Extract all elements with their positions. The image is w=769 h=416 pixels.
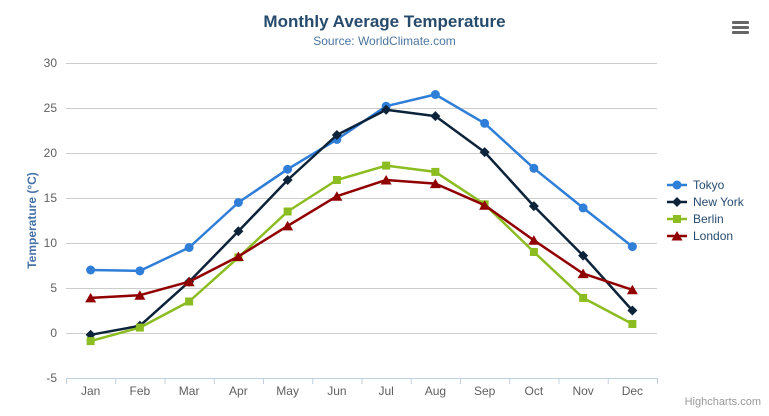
series-london-markers[interactable]	[85, 175, 638, 303]
chart-title: Monthly Average Temperature	[263, 12, 506, 31]
y-axis-labels: -5 0 5 10 15 20 25 30	[44, 56, 58, 385]
legend-item-label: London	[693, 229, 734, 243]
series-tokyo-markers[interactable]	[86, 90, 637, 276]
legend-item-berlin[interactable]: Berlin	[666, 211, 744, 227]
legend-item-label: Tokyo	[693, 178, 725, 192]
tokyo-marker-icon	[667, 180, 687, 190]
london-marker-icon	[667, 231, 687, 241]
svg-text:Jun: Jun	[327, 384, 346, 398]
legend-item-label: Berlin	[693, 212, 724, 226]
grid-lines	[66, 63, 657, 379]
svg-text:15: 15	[44, 191, 58, 205]
svg-text:0: 0	[50, 326, 57, 340]
legend-item-label: New York	[693, 195, 744, 209]
legend: Tokyo New York Berlin London	[666, 177, 744, 245]
x-axis-labels: Jan Feb Mar Apr May Jun Jul Aug Sep Oct Nov Dec	[81, 384, 643, 398]
legend-item-london[interactable]: London	[666, 228, 744, 244]
series-new-york-markers[interactable]	[85, 104, 638, 340]
svg-text:5: 5	[50, 281, 57, 295]
series-new-york[interactable]	[85, 104, 638, 340]
x-axis	[66, 378, 658, 384]
hamburger-icon	[732, 21, 749, 34]
svg-text:May: May	[276, 384, 299, 398]
svg-text:Oct: Oct	[525, 384, 544, 398]
legend-item-tokyo[interactable]: Tokyo	[666, 177, 744, 193]
berlin-marker-icon	[667, 215, 687, 223]
svg-text:Jan: Jan	[81, 384, 100, 398]
legend-item-new-york[interactable]: New York	[666, 194, 744, 210]
series-tokyo[interactable]	[86, 90, 637, 276]
chart-subtitle: Source: WorldClimate.com	[313, 34, 456, 48]
context-menu-button[interactable]	[732, 21, 749, 34]
svg-text:Sep: Sep	[474, 384, 496, 398]
svg-text:Aug: Aug	[425, 384, 446, 398]
svg-text:-5: -5	[46, 371, 57, 385]
svg-text:10: 10	[44, 236, 58, 250]
svg-text:Jul: Jul	[378, 384, 393, 398]
svg-text:Mar: Mar	[179, 384, 200, 398]
series-london[interactable]	[85, 175, 638, 303]
y-axis-title: Temperature (°C)	[25, 172, 39, 269]
svg-text:20: 20	[44, 146, 58, 160]
svg-text:Nov: Nov	[572, 384, 593, 398]
svg-text:30: 30	[44, 56, 58, 70]
credits-link[interactable]: Highcharts.com	[684, 396, 761, 408]
svg-text:Feb: Feb	[130, 384, 151, 398]
new-york-marker-icon	[667, 197, 687, 207]
svg-text:25: 25	[44, 101, 58, 115]
svg-text:Dec: Dec	[622, 384, 643, 398]
svg-text:Apr: Apr	[229, 384, 248, 398]
